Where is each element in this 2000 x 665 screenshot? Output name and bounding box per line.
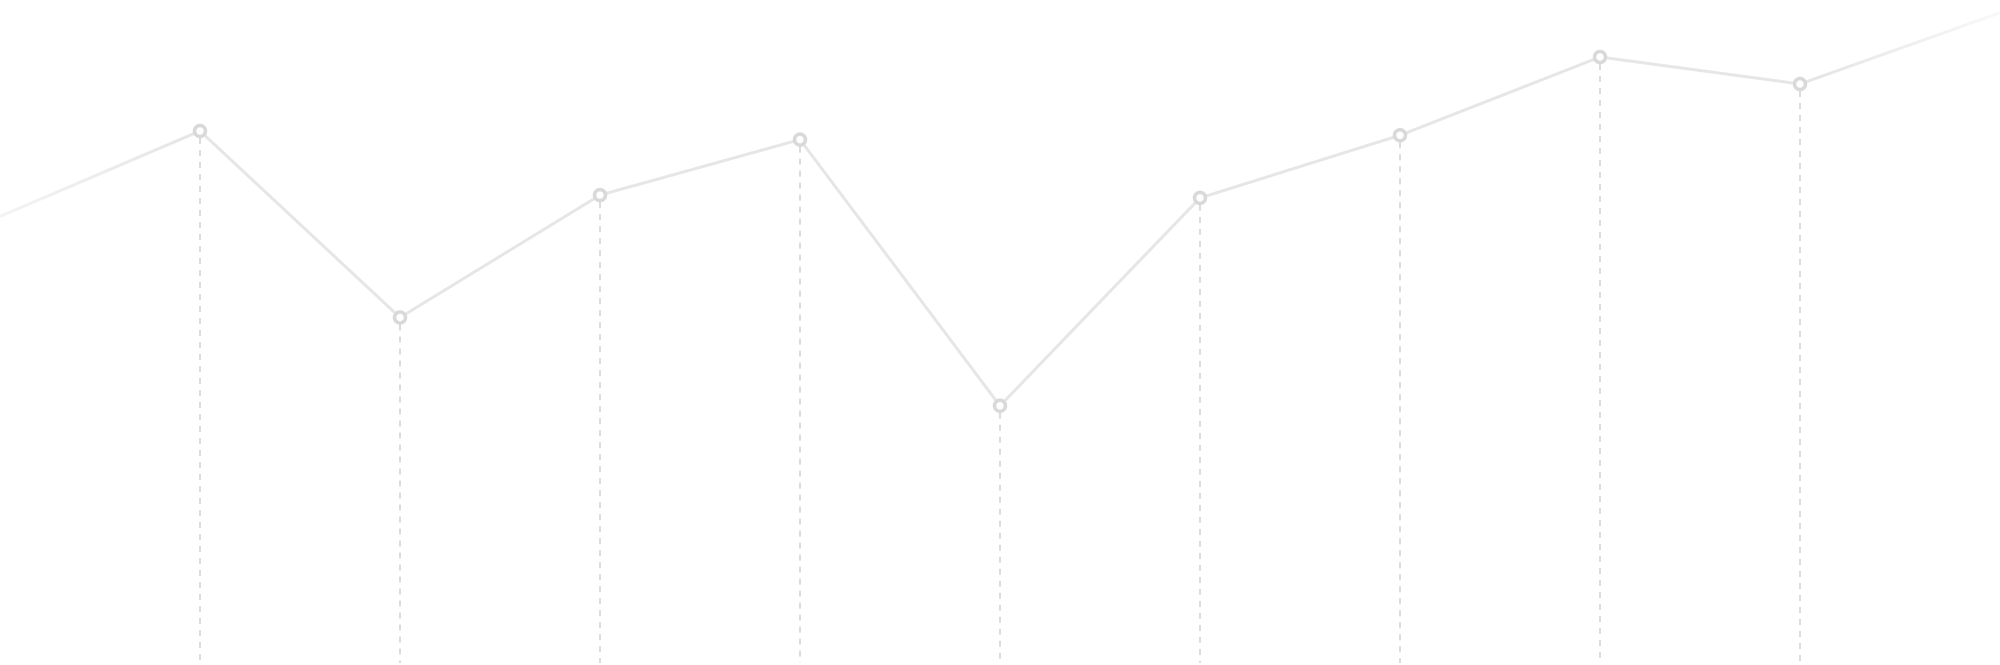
data-point xyxy=(392,310,408,325)
drop-lines-group xyxy=(199,64,1801,663)
data-point xyxy=(1192,190,1208,206)
data-point xyxy=(1392,128,1408,143)
series-line xyxy=(0,11,2000,408)
data-points-group xyxy=(192,49,1808,414)
data-point xyxy=(1592,49,1608,65)
series-line-group xyxy=(0,11,2000,408)
data-point xyxy=(792,132,808,147)
data-point xyxy=(592,187,608,203)
data-point xyxy=(192,123,208,139)
data-point xyxy=(1792,76,1808,92)
data-point xyxy=(992,398,1008,414)
